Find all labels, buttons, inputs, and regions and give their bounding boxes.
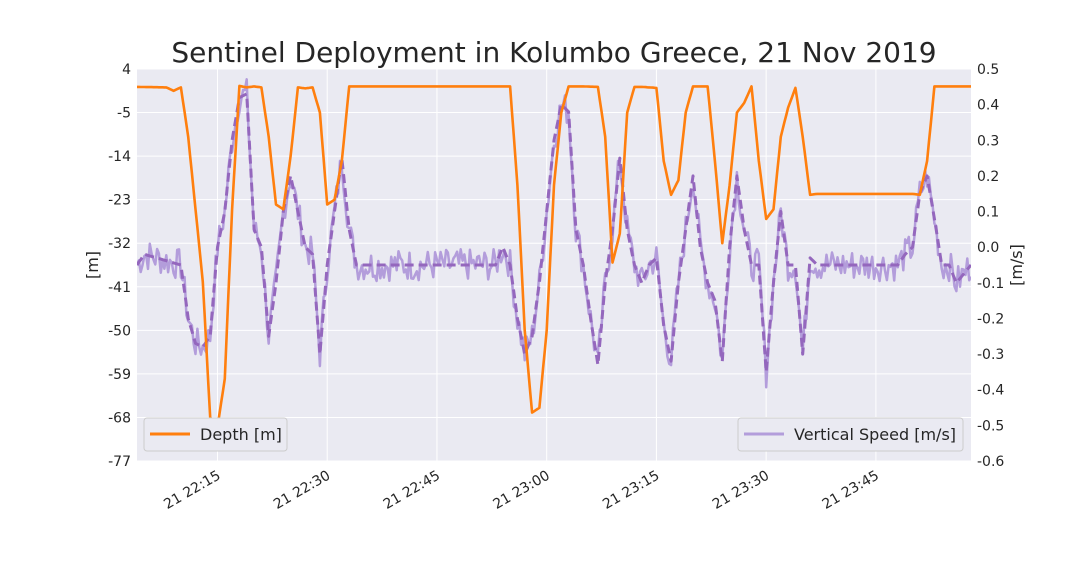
series-depth	[137, 84, 971, 429]
x-tick-label: 21 23:45	[820, 468, 882, 513]
left-tick-label: -5	[117, 106, 131, 122]
right-tick-label: -0.5	[977, 418, 1004, 434]
legend-depth-label: Depth [m]	[200, 425, 282, 444]
right-tick-label: -0.6	[977, 454, 1004, 470]
right-tick-label: 0.4	[977, 98, 999, 114]
chart-title: Sentinel Deployment in Kolumbo Greece, 2…	[171, 36, 936, 69]
legend-depth: Depth [m]	[143, 417, 288, 452]
right-tick-label: 0.3	[977, 133, 999, 149]
x-tick-label: 21 23:15	[600, 468, 662, 513]
left-tick-label: -77	[108, 454, 131, 470]
x-tick-label: 21 22:15	[161, 468, 223, 513]
right-tick-label: -0.4	[977, 383, 1004, 399]
right-tick-label: 0.2	[977, 169, 999, 185]
left-tick-label: -32	[108, 236, 131, 252]
right-tick-label: -0.3	[977, 347, 1004, 363]
series-layer	[137, 78, 971, 429]
x-tick-label: 21 23:30	[710, 468, 772, 513]
x-tick-label: 21 23:00	[490, 468, 552, 513]
left-tick-label: -59	[108, 367, 131, 383]
left-tick-label: -41	[108, 280, 131, 296]
series-speed-smoothed	[137, 92, 971, 374]
right-axis-ticks: 0.5 0.4 0.3 0.2 0.1 0.0 -0.1 -0.2 -0.3 -0.4 -0.5 -0…	[977, 62, 1004, 470]
x-tick-label: 21 22:45	[381, 468, 443, 513]
left-tick-label: -68	[108, 410, 131, 426]
legend-speed: Vertical Speed [m/s]	[737, 417, 964, 452]
left-tick-label: -14	[108, 149, 131, 165]
right-tick-label: -0.1	[977, 276, 1004, 292]
right-axis-label: [m/s]	[1007, 244, 1026, 286]
right-tick-label: 0.0	[977, 240, 999, 256]
legend-speed-label: Vertical Speed [m/s]	[794, 425, 956, 444]
left-tick-label: -50	[108, 323, 131, 339]
left-axis-label: [m]	[83, 251, 102, 279]
left-tick-label: -23	[108, 193, 131, 209]
left-axis-ticks: 4 -5 -14 -23 -32 -41 -50 -59 -68 -77	[108, 62, 131, 470]
x-tick-label: 21 22:30	[271, 468, 333, 513]
right-tick-label: -0.2	[977, 311, 1004, 327]
right-tick-label: 0.5	[977, 62, 999, 78]
series-speed-raw	[137, 78, 971, 389]
right-tick-label: 0.1	[977, 205, 999, 221]
x-axis-ticks: 21 22:15 21 22:30 21 22:45 21 23:00 21 23:15…	[161, 468, 882, 513]
left-tick-label: 4	[122, 62, 131, 78]
